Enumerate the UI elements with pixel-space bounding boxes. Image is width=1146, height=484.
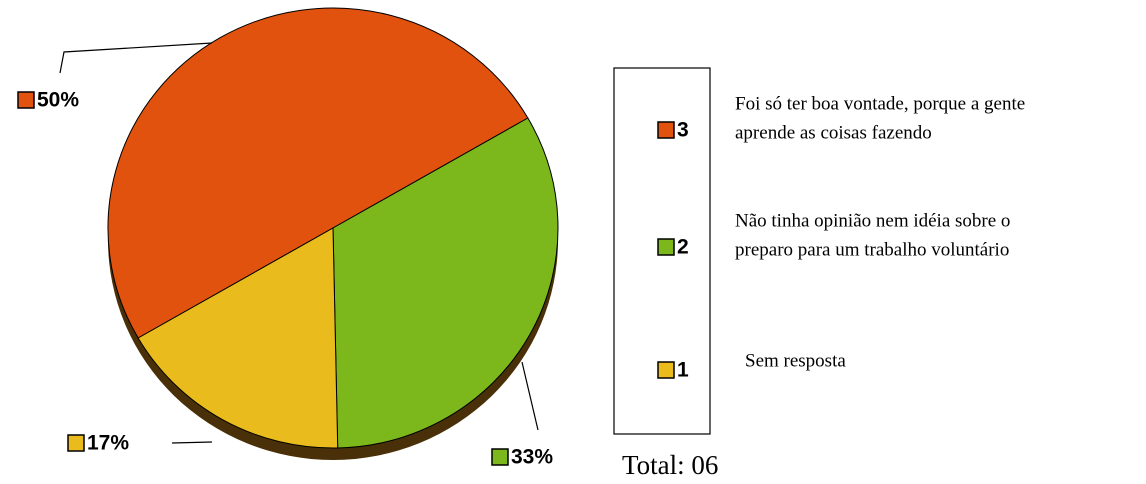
total: Total: 06 <box>622 450 718 480</box>
legend-description: Sem resposta <box>745 350 846 371</box>
pie-slice <box>137 227 339 449</box>
pie-slice <box>107 7 529 339</box>
pie <box>107 7 559 449</box>
data-label: 33% <box>511 446 553 469</box>
leader-line <box>521 361 539 431</box>
data-label: 17% <box>87 432 129 455</box>
label-swatch <box>17 91 35 109</box>
legend-description: Foi só ter boa vontade, porque a gente <box>735 93 1025 114</box>
legend-description: preparo para um trabalho voluntário <box>735 239 1009 260</box>
pie-slice <box>332 117 559 449</box>
data-label: 50% <box>37 89 79 112</box>
legend-description: Não tinha opinião nem idéia sobre o <box>735 210 1010 231</box>
legend-box <box>613 67 711 435</box>
legend-description: aprende as coisas fazendo <box>735 122 932 143</box>
legend-label: 3 <box>677 119 689 142</box>
leader-line <box>171 441 213 444</box>
legend-label: 1 <box>677 359 689 382</box>
leader-line <box>59 42 213 74</box>
label-swatch <box>491 448 509 466</box>
legend-label: 2 <box>677 236 689 259</box>
legend-swatch <box>657 121 675 139</box>
legend-swatch <box>657 238 675 256</box>
label-swatch <box>67 434 85 452</box>
legend-swatch <box>657 361 675 379</box>
